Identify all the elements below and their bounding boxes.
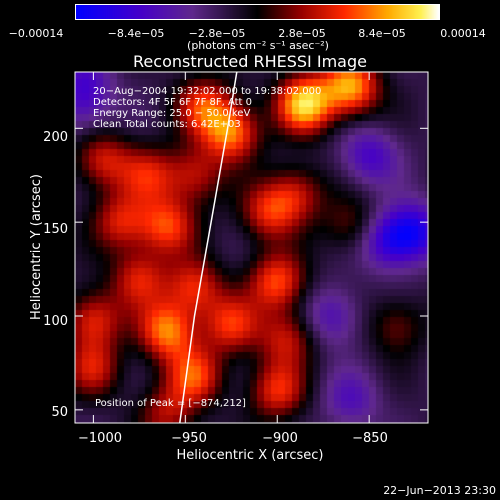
colorbar-unit-label: (photons cm⁻² s⁻¹ asec⁻²) [187, 39, 329, 52]
plot-frame [74, 71, 429, 424]
annotation-energy-range: Energy Range: 25.0 − 50.0 keV [93, 108, 251, 119]
y-tick-label: 100 [43, 314, 68, 329]
colorbar-tick-label: −0.00014 [8, 27, 64, 40]
annotation-counts: Clean Total counts: 6.42E+03 [93, 119, 241, 130]
colorbar-tick-label: −2.8e−05 [188, 27, 246, 40]
y-axis-label: Heliocentric Y (arcsec) [29, 174, 44, 320]
x-axis-label: Heliocentric X (arcsec) [176, 448, 324, 463]
annotation-peak-position: Position of Peak = [−874,212] [95, 398, 246, 409]
solar-limb-curve [179, 71, 238, 424]
colorbar-tick-label: 0.00014 [440, 27, 486, 40]
x-tick-label: −1000 [78, 431, 122, 446]
colorbar-tick-label: 2.8e−05 [278, 27, 326, 40]
y-tick-label: 200 [43, 130, 68, 145]
colorbar-tick-label: −8.4e−05 [107, 27, 165, 40]
footer-date: 22−Jun−2013 23:30 [383, 484, 496, 497]
x-tick-label: −850 [352, 431, 388, 446]
colorbar-tick-label: 8.4e−05 [358, 27, 406, 40]
y-tick-label: 50 [51, 405, 68, 420]
x-tick-label: −900 [262, 431, 298, 446]
axis-ticks [75, 72, 428, 423]
annotation-detectors: Detectors: 4F 5F 6F 7F 8F, Att 0 [93, 97, 253, 108]
chart-title: Reconstructed RHESSI Image [133, 52, 367, 71]
x-tick-label: −950 [171, 431, 207, 446]
heatmap-image [75, 72, 428, 423]
y-tick-label: 150 [43, 222, 68, 237]
annotation-time-range: 20−Aug−2004 19:32:02.000 to 19:38:02.000 [93, 86, 322, 97]
colorbar [75, 4, 440, 20]
